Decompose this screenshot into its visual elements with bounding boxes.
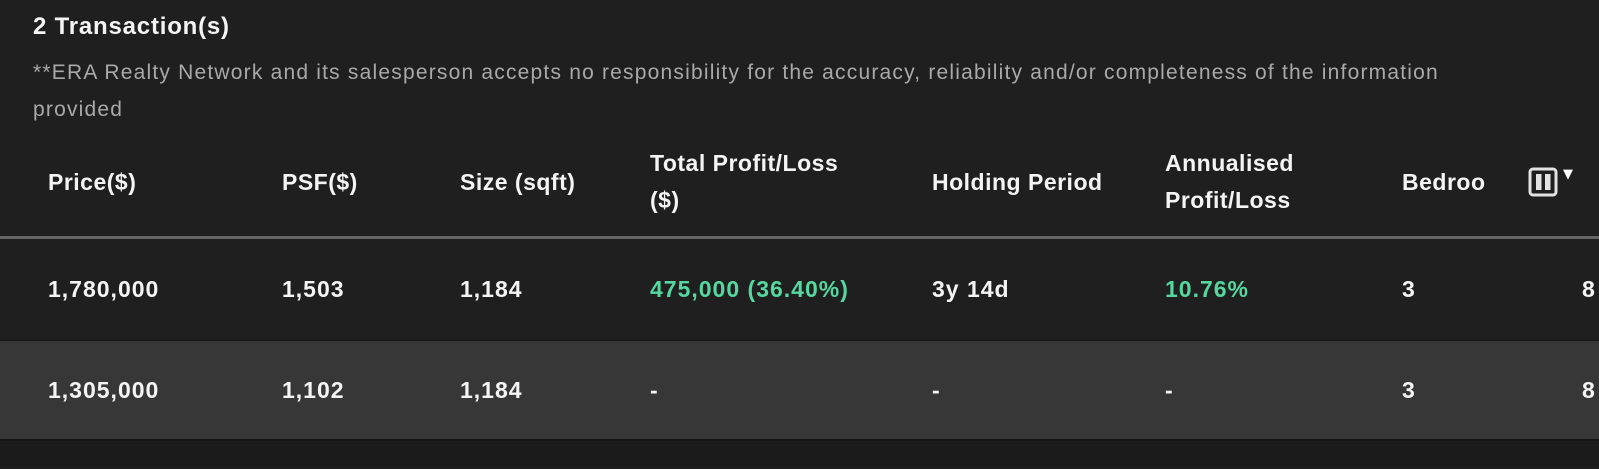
column-header-holding-period: Holding Period	[932, 168, 1103, 195]
columns-icon	[1528, 167, 1558, 197]
table-header-row: Price($) PSF($) Size (sqft) Total Profit…	[0, 128, 1599, 239]
cell-size: 1,184	[460, 275, 523, 302]
cell-psf: 1,102	[282, 376, 345, 403]
disclaimer-text: **ERA Realty Network and its salesperson…	[33, 61, 1439, 121]
column-selector-button[interactable]: ▼	[1528, 166, 1573, 198]
cell-holding-period: -	[932, 376, 941, 403]
cell-overflow-partial: 8	[1582, 275, 1596, 302]
column-header-size: Size (sqft)	[460, 168, 576, 195]
cell-price: 1,780,000	[48, 275, 160, 302]
cell-holding-period: 3y 14d	[932, 275, 1010, 302]
cell-annualised-profit-loss: -	[1165, 376, 1174, 403]
cell-bedroom: 3	[1402, 376, 1416, 403]
column-header-annualised-profit-loss-label: Annualised Profit/Loss	[1165, 150, 1294, 213]
table-row[interactable]: 1,305,000 1,102 1,184 - - - 3 8	[0, 339, 1599, 439]
cell-total-profit-loss: -	[650, 376, 659, 403]
cell-annualised-profit-loss: 10.76%	[1165, 275, 1250, 302]
column-header-bedroom: Bedroom ▼	[1402, 164, 1582, 201]
cell-overflow-partial: 8	[1582, 376, 1596, 403]
cell-bedroom: 3	[1402, 275, 1416, 302]
column-header-psf: PSF($)	[282, 168, 358, 195]
transactions-count-title: 2 Transaction(s)	[33, 13, 230, 40]
column-header-total-profit-loss-label: Total Profit/Loss ($)	[650, 150, 839, 213]
cell-total-profit-loss: 475,000 (36.40%)	[650, 275, 849, 302]
column-header-annualised-profit-loss: Annualised Profit/Loss	[1165, 145, 1402, 219]
column-header-bedroom-label-truncated: Bedroom	[1402, 168, 1486, 195]
table-row[interactable]: 1,780,000 1,503 1,184 475,000 (36.40%) 3…	[0, 239, 1599, 339]
cell-price: 1,305,000	[48, 376, 160, 403]
caret-down-icon: ▼	[1563, 167, 1573, 183]
column-header-total-profit-loss: Total Profit/Loss ($)	[650, 145, 932, 219]
cell-size: 1,184	[460, 376, 523, 403]
column-header-price: Price($)	[48, 168, 137, 195]
cell-psf: 1,503	[282, 275, 345, 302]
table-row-partial	[0, 439, 1599, 466]
